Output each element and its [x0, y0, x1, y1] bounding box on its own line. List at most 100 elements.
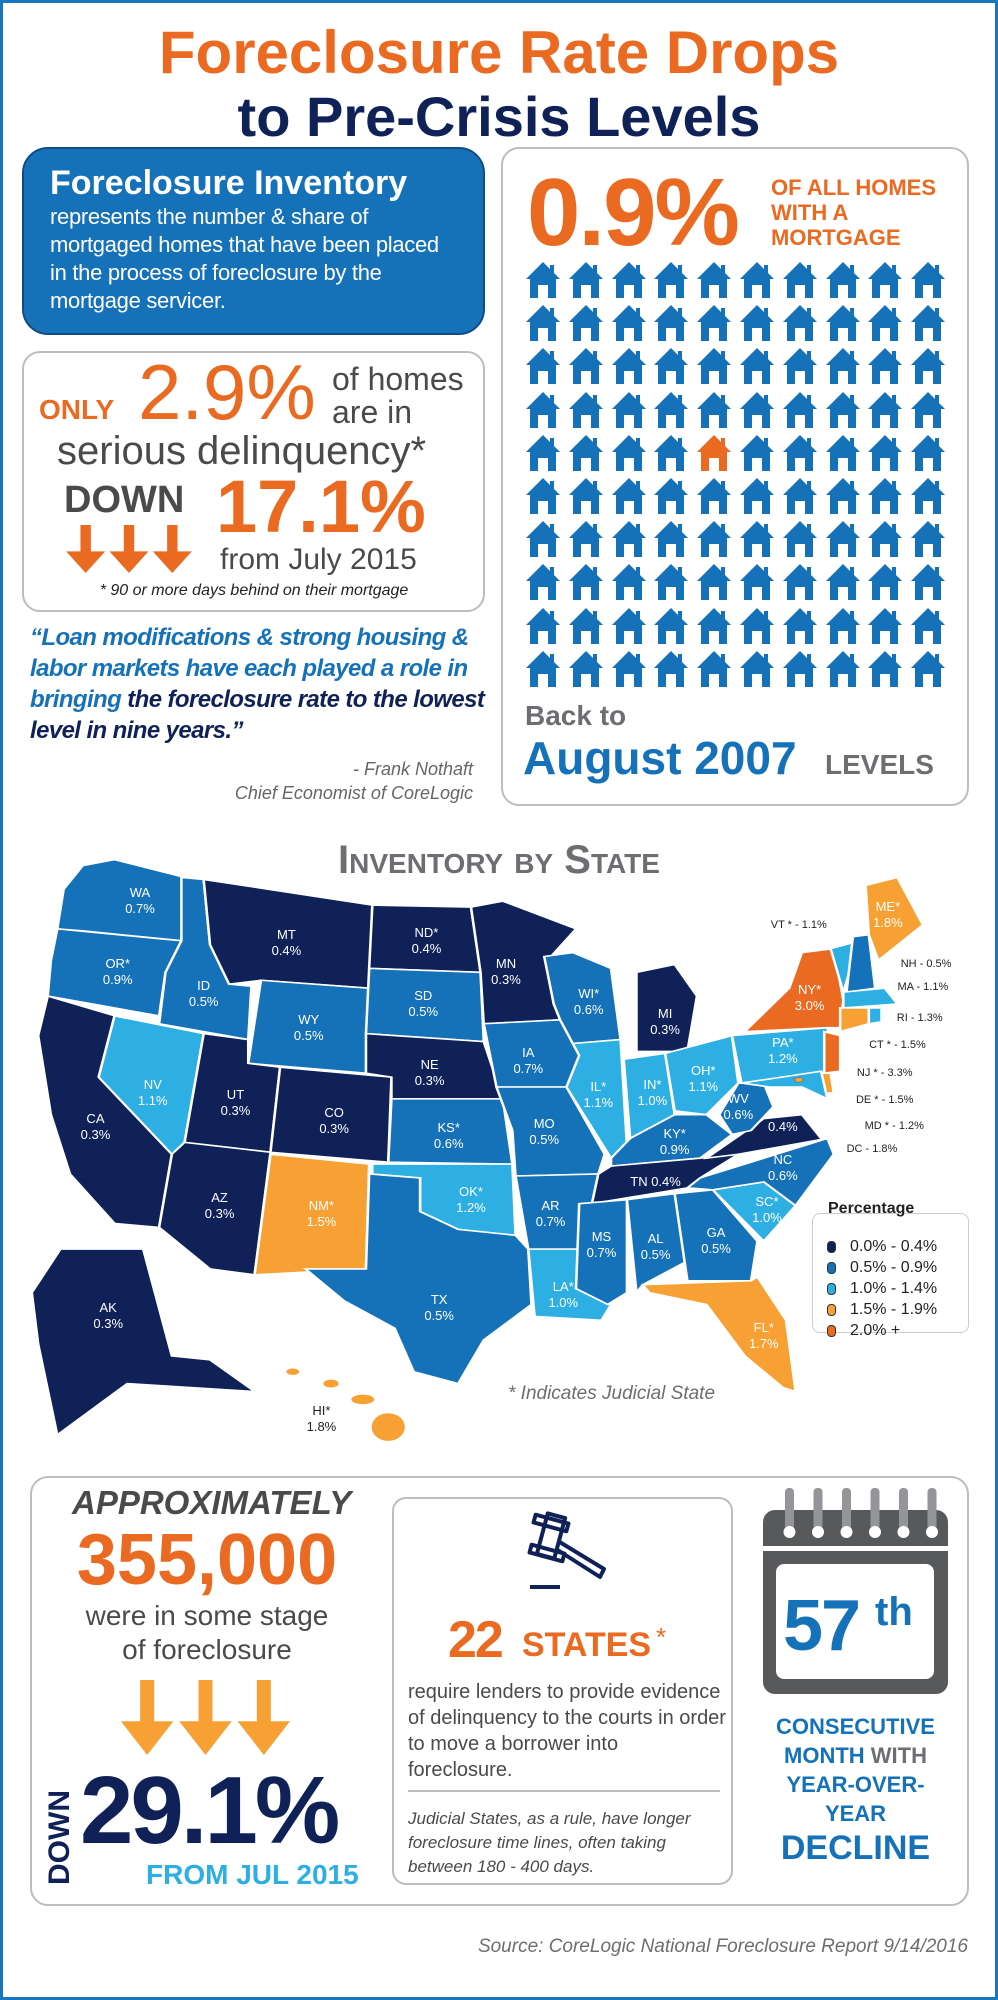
- house-icon: [611, 607, 647, 645]
- house-icon: [525, 434, 561, 472]
- from-july-text: from July 2015: [220, 543, 417, 576]
- month-text-line: CONSECUTIVE: [776, 1714, 935, 1739]
- state-label-or: OR* 0.9%: [102, 956, 133, 988]
- house-icon: [696, 391, 732, 429]
- state-va: [702, 1113, 828, 1160]
- state-label-hi: HI* 1.8%: [306, 1403, 337, 1435]
- house-icon: [653, 434, 689, 472]
- house-icon: [611, 261, 647, 299]
- state-label-al: AL 0.5%: [640, 1231, 671, 1263]
- state-nj: [822, 1030, 842, 1075]
- count-desc-2: of foreclosure: [122, 1634, 292, 1665]
- house-icon: [782, 650, 818, 688]
- house-icon: [867, 391, 903, 429]
- house-icon: [825, 434, 861, 472]
- house-icon: [782, 563, 818, 601]
- map-heading: Inventory by State: [338, 838, 660, 882]
- state-mi: [635, 963, 699, 1053]
- legend-title: Percentage: [828, 1200, 915, 1217]
- house-icon: [525, 304, 561, 342]
- house-icon: [739, 261, 775, 299]
- house-icon: [568, 434, 604, 472]
- house-icon: [825, 477, 861, 515]
- house-icon: [825, 520, 861, 558]
- state-label-id: ID 0.5%: [188, 978, 219, 1010]
- house-icon: [525, 347, 561, 385]
- legend-label: 1.0% - 1.4%: [850, 1279, 938, 1297]
- state-label-co: CO 0.3%: [319, 1104, 349, 1136]
- state-label-me: ME* 1.8%: [873, 899, 903, 930]
- back-to-date: August 2007: [523, 732, 797, 784]
- house-icon: [739, 434, 775, 472]
- state-label-la: LA* 1.0%: [548, 1278, 579, 1310]
- state-nc: [684, 1137, 836, 1208]
- house-icon: [696, 477, 732, 515]
- house-icon: [696, 261, 732, 299]
- state-label-nv: NV 1.1%: [137, 1076, 168, 1108]
- house-icon: [867, 261, 903, 299]
- house-icon: [653, 520, 689, 558]
- state-ak: [30, 1248, 258, 1437]
- state-label-tx: TX 0.5%: [424, 1292, 454, 1324]
- house-icon: [525, 477, 561, 515]
- house-icon: [910, 434, 946, 472]
- state-oh: [663, 1034, 740, 1116]
- state-label-nm: NM* 1.5%: [306, 1197, 337, 1229]
- us-map: WA 0.7% OR* 0.9% CA 0.3% NV 1.1% ID 0.5% MT 0.4% WY 0…: [0, 830, 998, 1450]
- house-icon: [825, 650, 861, 688]
- house-icon: [568, 607, 604, 645]
- legend-item: 0.0% - 0.4%: [827, 1236, 954, 1257]
- legend-swatch: [827, 1240, 836, 1253]
- state-label-il: IL* 1.1%: [583, 1078, 614, 1110]
- homes-box: 0.9% OF ALL HOMES WITH A MORTGAGE Back t…: [501, 147, 969, 806]
- state-ms: [574, 1198, 629, 1306]
- legend-label: 0.0% - 0.4%: [850, 1237, 938, 1255]
- house-icon: [525, 520, 561, 558]
- state-hi: [286, 1368, 300, 1375]
- state-label-mi: MI 0.3%: [650, 1005, 680, 1037]
- map-legend: 0.0% - 0.4% 0.5% - 0.9% 1.0% - 1.4% 1.5% - …: [812, 1213, 969, 1339]
- house-icon: [611, 650, 647, 688]
- are-in-text: are in: [332, 394, 413, 430]
- state-label-fl: FL* 1.7%: [748, 1320, 779, 1352]
- state-label-wy: WY 0.5%: [293, 1011, 324, 1043]
- state-label-ak: AK 0.3%: [93, 1300, 124, 1332]
- state-label-va: VA 0.4%: [768, 1102, 798, 1134]
- month-text-line: DECLINE: [780, 1829, 931, 1867]
- house-icon: [825, 304, 861, 342]
- count-desc-1: were in some stage: [85, 1600, 329, 1631]
- state-callout-ri: RI - 1.3%: [896, 1011, 943, 1024]
- house-icon: [568, 391, 604, 429]
- down-label: DOWN: [64, 479, 185, 521]
- state-label-wi: WI* 0.6%: [573, 986, 604, 1017]
- house-icon: [696, 304, 732, 342]
- state-label-mn: MN 0.3%: [491, 956, 521, 988]
- homes-label-line: WITH A: [771, 200, 849, 225]
- state-wa: [55, 858, 186, 942]
- state-ri: [867, 1007, 883, 1025]
- legend-swatch: [827, 1282, 836, 1295]
- state-label-ut: UT 0.3%: [220, 1086, 251, 1118]
- homes-label-line: OF ALL HOMES: [771, 175, 936, 200]
- state-hi: [351, 1394, 375, 1405]
- month-text-line: YEAR: [824, 1801, 887, 1826]
- house-icon: [653, 477, 689, 515]
- house-icon: [782, 477, 818, 515]
- house-icon: [696, 607, 732, 645]
- state-fl: [640, 1275, 798, 1393]
- house-icon: [653, 391, 689, 429]
- house-icon: [782, 607, 818, 645]
- state-hi: [371, 1413, 405, 1441]
- delinquency-box: ONLY 2.9% of homes are in serious delinq…: [22, 351, 485, 612]
- delinquency-change: 17.1%: [216, 465, 426, 548]
- homes-label-line: MORTGAGE: [771, 225, 901, 250]
- source-text: Source: CoreLogic National Foreclosure R…: [477, 1936, 968, 1957]
- divider: [408, 1790, 720, 1792]
- house-icon: [782, 261, 818, 299]
- states-note: Judicial States, as a rule, have longer …: [408, 1809, 691, 1876]
- only-label: ONLY: [39, 394, 115, 425]
- gavel-icon: [527, 1511, 606, 1589]
- house-icon: [611, 304, 647, 342]
- house-icon: [568, 477, 604, 515]
- house-icon: [568, 563, 604, 601]
